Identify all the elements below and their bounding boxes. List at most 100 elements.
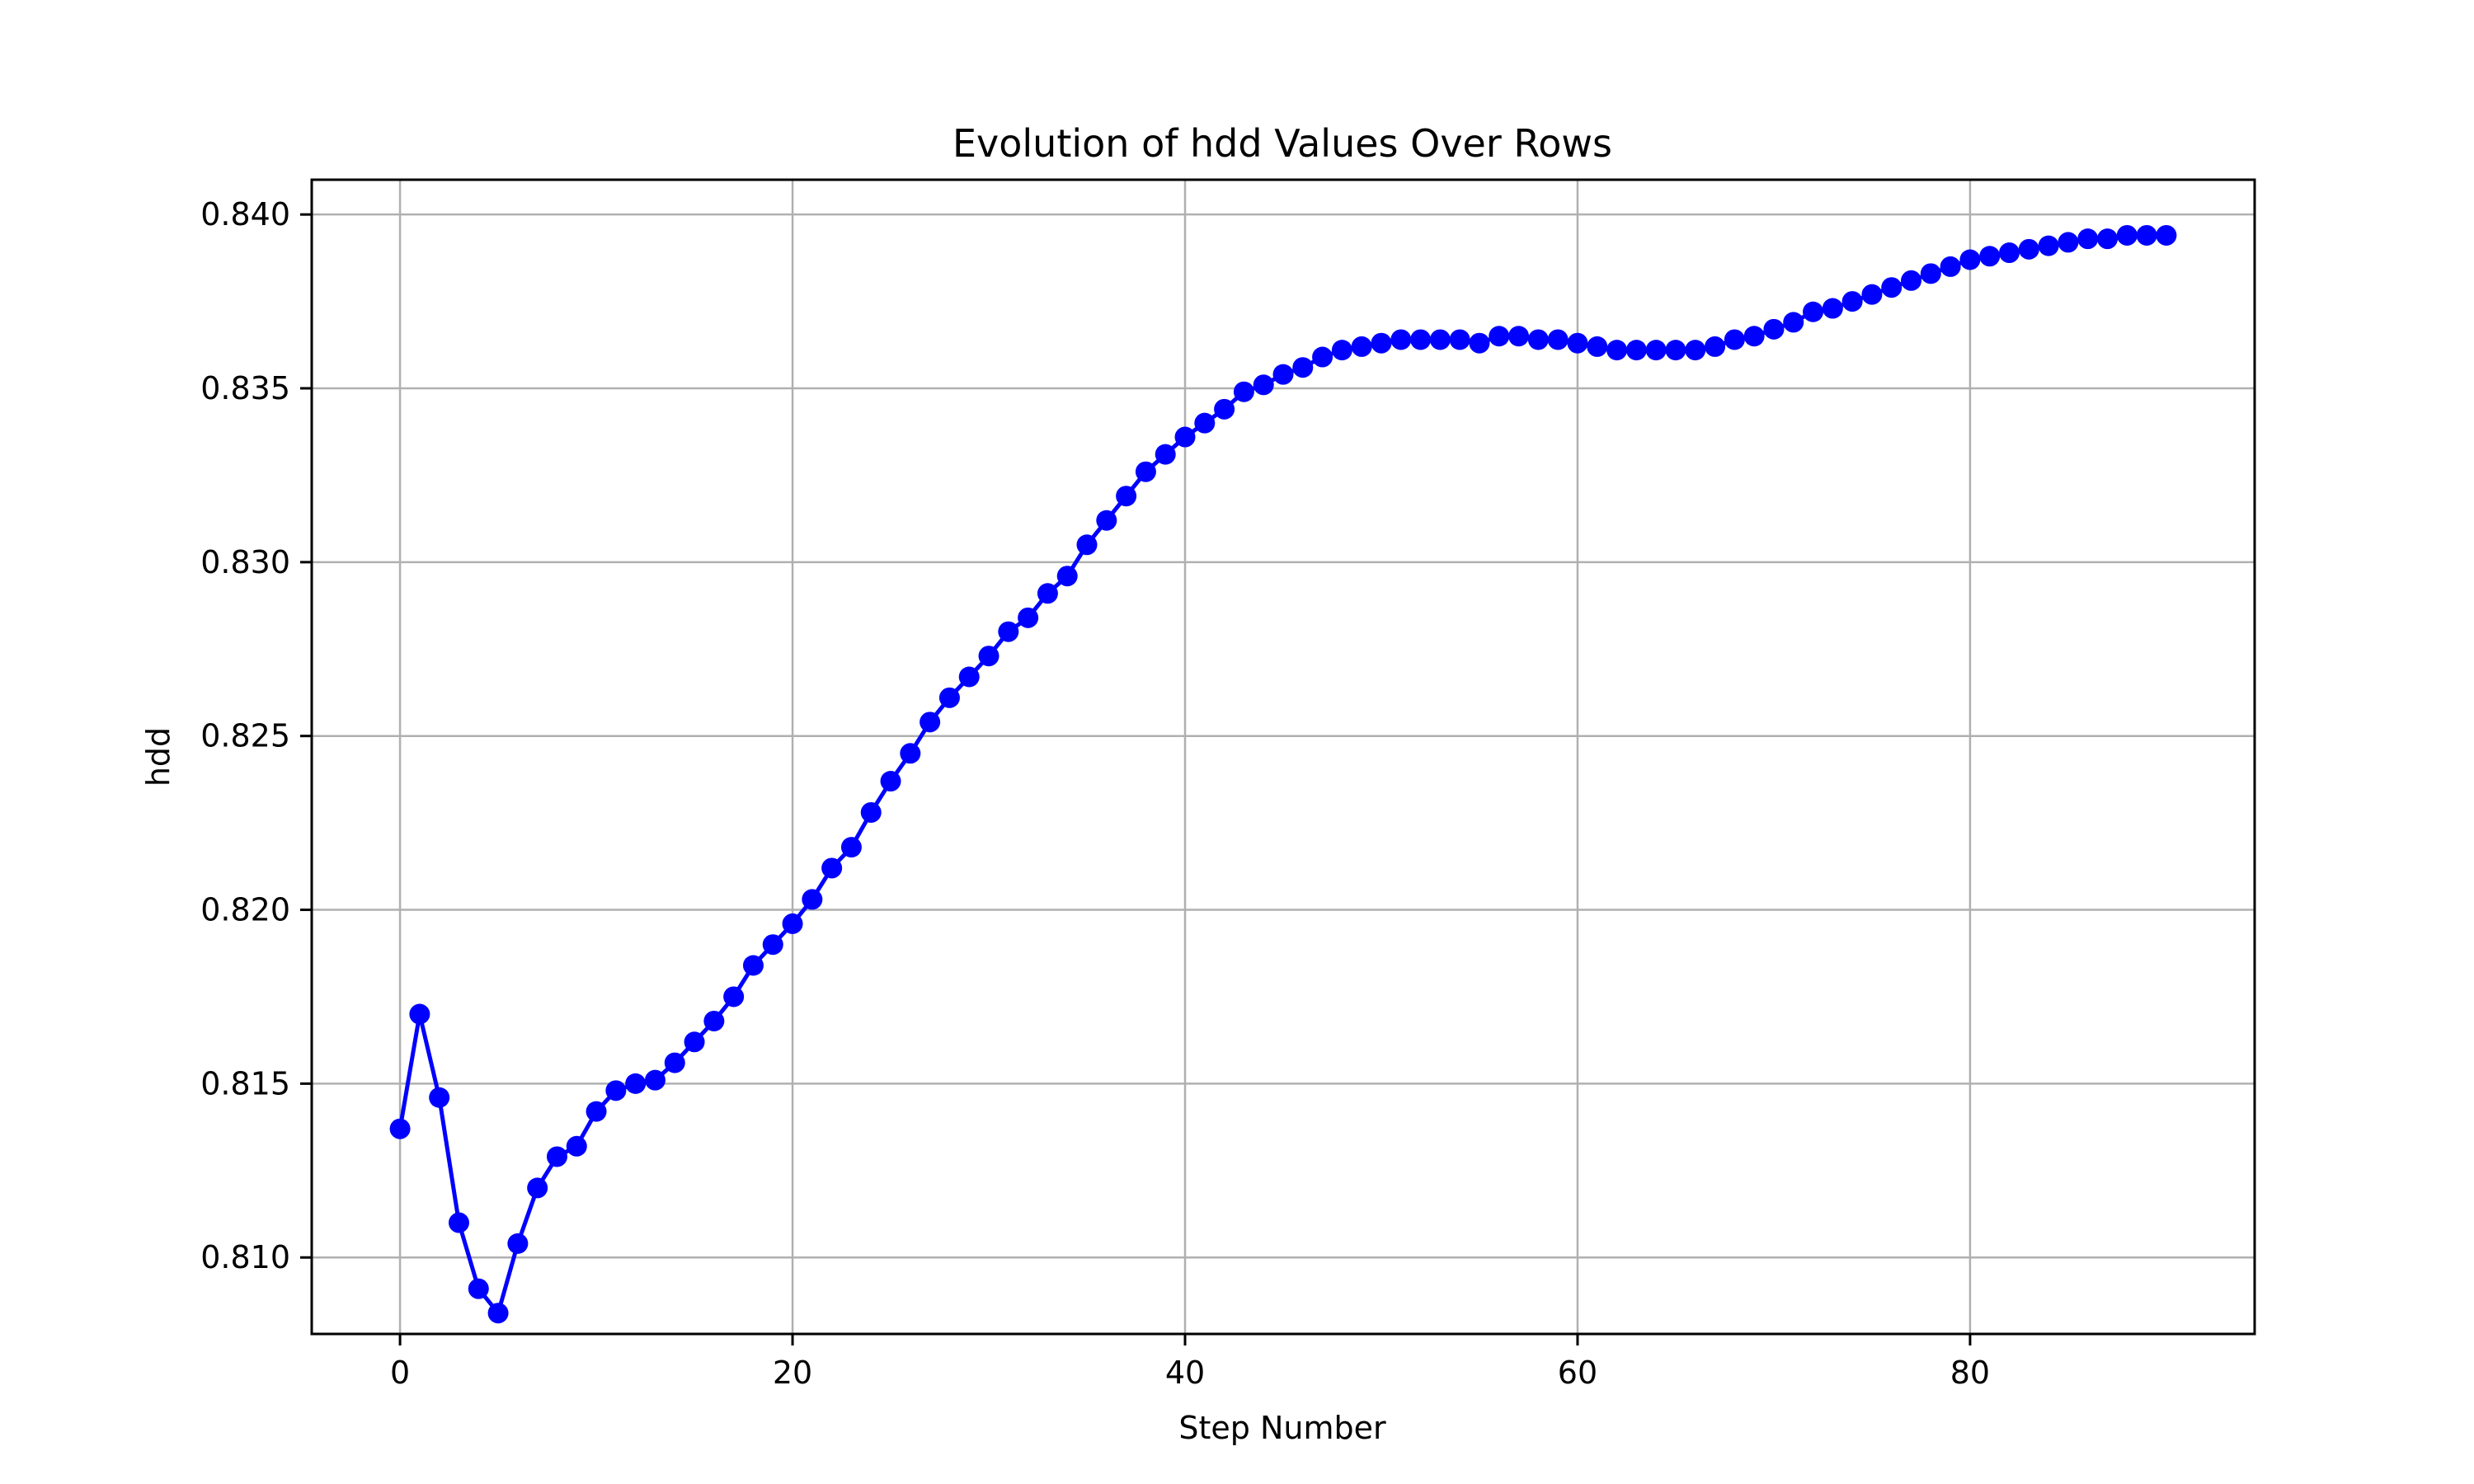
- data-point: [1116, 486, 1137, 507]
- data-point: [1881, 277, 1903, 298]
- data-point: [487, 1303, 509, 1324]
- data-point: [429, 1087, 450, 1108]
- data-point: [1645, 340, 1667, 361]
- y-tick-label: 0.825: [200, 718, 290, 754]
- data-point: [1822, 298, 1843, 319]
- data-point: [1233, 381, 1254, 402]
- data-point: [1920, 263, 1941, 284]
- data-point: [507, 1233, 529, 1254]
- data-point: [1743, 326, 1765, 347]
- data-point: [938, 687, 960, 708]
- data-point: [782, 913, 803, 934]
- data-point: [1783, 312, 1804, 333]
- y-tick-label: 0.815: [200, 1065, 290, 1101]
- data-point: [2038, 235, 2059, 256]
- data-point: [1272, 364, 1294, 385]
- data-point: [958, 666, 980, 688]
- data-point: [1331, 340, 1352, 361]
- data-point: [1469, 332, 1490, 354]
- data-point: [2097, 228, 2119, 250]
- data-point: [2018, 238, 2039, 260]
- data-point: [1449, 329, 1470, 350]
- data-point: [2156, 224, 2177, 246]
- x-tick-label: 0: [390, 1355, 410, 1391]
- data-point: [723, 986, 745, 1007]
- data-point: [1174, 426, 1196, 448]
- x-tick-label: 20: [773, 1355, 812, 1391]
- data-point: [1253, 374, 1274, 396]
- data-point: [1685, 340, 1706, 361]
- data-point: [625, 1073, 647, 1094]
- y-tick-label: 0.810: [200, 1239, 290, 1275]
- data-point: [1861, 284, 1883, 305]
- data-point: [762, 934, 783, 956]
- chart-title: Evolution of hdd Values Over Rows: [952, 121, 1612, 166]
- y-tick-label: 0.835: [200, 370, 290, 406]
- data-point: [1547, 329, 1569, 350]
- data-point: [860, 801, 882, 823]
- data-point: [1489, 326, 1510, 347]
- data-point: [1096, 510, 1117, 531]
- x-tick-label: 40: [1165, 1355, 1205, 1391]
- data-point: [1527, 329, 1549, 350]
- data-point: [605, 1080, 627, 1101]
- data-point: [703, 1010, 725, 1031]
- data-point: [1135, 461, 1156, 482]
- data-point: [1587, 336, 1608, 357]
- x-axis-label: Step Number: [1178, 1410, 1386, 1446]
- data-point: [1351, 336, 1372, 357]
- data-point: [1999, 242, 2020, 264]
- data-point: [1194, 412, 1216, 434]
- data-point: [527, 1177, 548, 1199]
- data-point: [546, 1146, 567, 1167]
- data-point: [1705, 336, 1726, 357]
- y-tick-label: 0.840: [200, 196, 290, 232]
- data-point: [1841, 291, 1863, 312]
- data-point: [2116, 224, 2138, 246]
- data-point: [409, 1003, 430, 1025]
- data-point: [802, 889, 823, 910]
- series-hdd: [389, 224, 2177, 1324]
- data-point: [1018, 607, 1039, 628]
- data-point: [2077, 228, 2099, 250]
- x-tick-label: 80: [1950, 1355, 1990, 1391]
- data-point: [1292, 357, 1314, 378]
- x-tick-label: 60: [1558, 1355, 1597, 1391]
- data-point: [1979, 246, 2001, 267]
- data-point: [1567, 332, 1588, 354]
- data-point: [468, 1278, 489, 1299]
- data-point: [821, 857, 843, 879]
- data-point: [1429, 329, 1451, 350]
- data-point: [1214, 398, 1235, 420]
- data-point: [1076, 534, 1098, 556]
- data-point: [644, 1069, 666, 1091]
- data-point: [1056, 566, 1078, 587]
- data-point: [2136, 224, 2157, 246]
- data-point: [684, 1031, 705, 1053]
- data-point: [1665, 340, 1686, 361]
- data-point: [1155, 444, 1176, 465]
- plot-frame: [310, 178, 2256, 1336]
- data-point: [1037, 583, 1058, 604]
- data-point: [389, 1118, 411, 1139]
- data-point: [448, 1212, 469, 1233]
- data-point: [1803, 301, 1824, 322]
- y-tick-label: 0.830: [200, 544, 290, 580]
- data-point: [566, 1135, 587, 1157]
- data-point: [1371, 332, 1392, 354]
- data-point: [1959, 249, 1981, 270]
- data-point: [1901, 270, 1922, 291]
- data-point: [1410, 329, 1432, 350]
- y-axis-label: hdd: [140, 727, 176, 787]
- data-point: [1940, 256, 1961, 277]
- data-point: [978, 646, 999, 667]
- data-point: [998, 621, 1019, 642]
- data-point: [840, 837, 862, 858]
- data-point: [1390, 329, 1412, 350]
- y-tick-label: 0.820: [200, 892, 290, 928]
- axis-ticks: 0 20 40 60 80 0.810 0.815 0.820 0.825 0.830 0.835 0…: [200, 196, 1990, 1391]
- data-point: [1724, 329, 1745, 350]
- data-point: [2058, 232, 2079, 253]
